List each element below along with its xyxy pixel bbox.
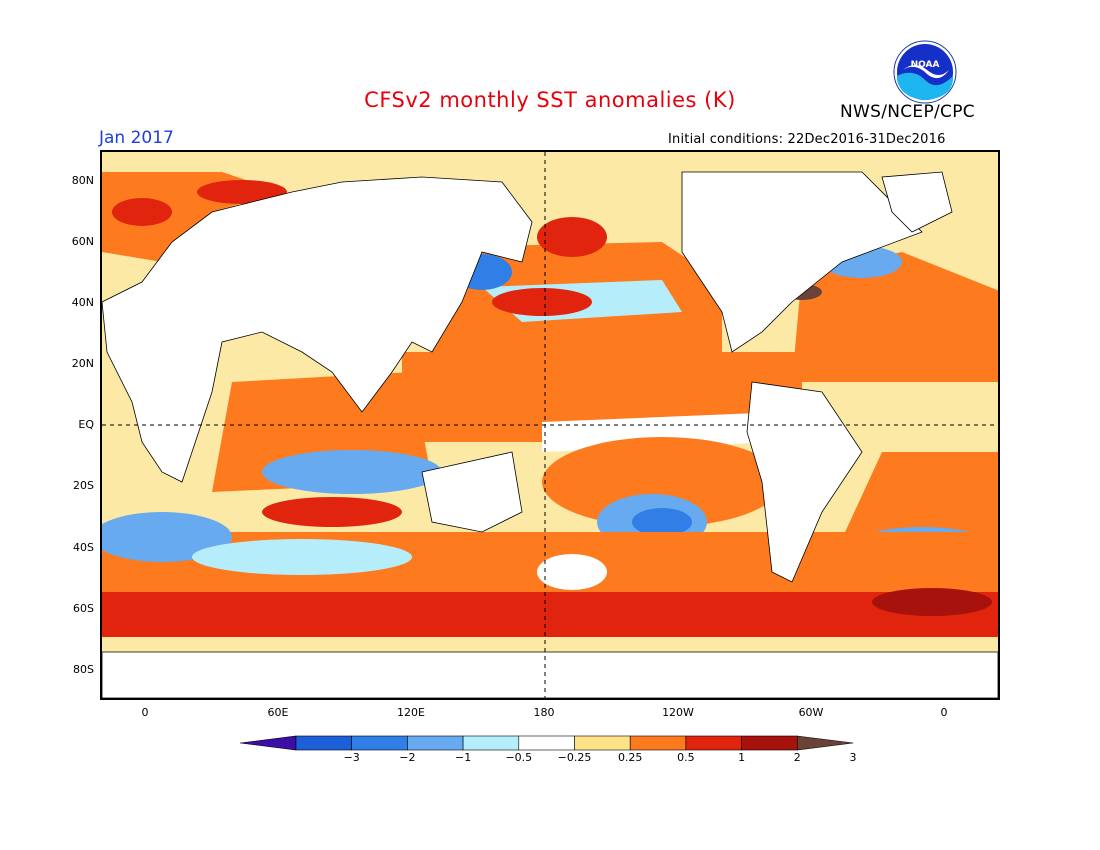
colorbar-swatch-min xyxy=(239,735,297,751)
colorbar-swatch xyxy=(462,735,520,751)
colorbar-swatch xyxy=(741,735,798,751)
lon-label-180: 180 xyxy=(533,706,555,719)
colorbar-swatch xyxy=(295,735,353,751)
colorbar-swatch xyxy=(574,735,631,751)
colorbar-swatch xyxy=(518,735,575,751)
colorbar-swatch xyxy=(351,735,408,751)
colorbar-label: 3 xyxy=(849,751,857,764)
lat-label-80s: 80S xyxy=(73,663,94,676)
colorbar-label: 1 xyxy=(738,751,746,764)
colorbar-label: 2 xyxy=(793,751,801,764)
colorbar-label: −1 xyxy=(454,751,472,764)
colorbar-swatch xyxy=(407,735,464,751)
colorbar-label: −0.5 xyxy=(505,751,533,764)
agency-label: NWS/NCEP/CPC xyxy=(840,102,975,122)
logo-text: NOAA xyxy=(911,60,940,70)
colorbar-label: −3 xyxy=(343,751,360,764)
lon-label-0-east: 0 xyxy=(940,706,948,719)
lat-label-80n: 80N xyxy=(71,174,94,187)
lon-label-60e: 60E xyxy=(267,706,289,719)
lat-label-60s: 60S xyxy=(73,602,94,615)
chart-title: CFSv2 monthly SST anomalies (K) xyxy=(364,88,736,112)
lat-label-eq: EQ xyxy=(78,418,94,431)
colorbar-swatch xyxy=(629,735,687,751)
lon-label-120w: 120W xyxy=(662,706,694,719)
colorbar-swatch-max xyxy=(796,735,854,751)
colorbar-label: −0.25 xyxy=(557,751,592,764)
continents xyxy=(102,171,998,698)
noaa-logo-icon: NOAA xyxy=(893,40,957,104)
colorbar-label: 0.5 xyxy=(677,751,695,764)
lat-label-40n: 40N xyxy=(71,296,94,309)
lon-label-60w: 60W xyxy=(798,706,824,719)
lon-label-0: 0 xyxy=(141,706,149,719)
lon-label-120e: 120E xyxy=(397,706,425,719)
colorbar xyxy=(239,734,862,756)
lat-label-60n: 60N xyxy=(71,235,94,248)
colorbar-label: −2 xyxy=(399,751,416,764)
colorbar-swatch xyxy=(685,735,742,751)
sst-anomaly-map xyxy=(100,150,1000,700)
lat-label-40s: 40S xyxy=(73,541,94,554)
lat-label-20s: 20S xyxy=(73,479,94,492)
forecast-month-label: Jan 2017 xyxy=(99,128,174,148)
colorbar-label: 0.25 xyxy=(617,751,643,764)
initial-conditions-label: Initial conditions: 22Dec2016-31Dec2016 xyxy=(668,132,946,147)
lat-label-20n: 20N xyxy=(71,357,94,370)
